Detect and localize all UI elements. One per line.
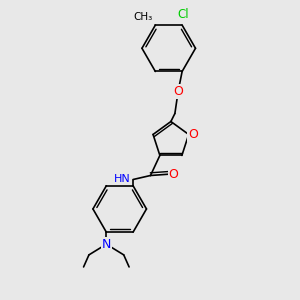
Text: HN: HN <box>114 174 130 184</box>
Text: N: N <box>102 238 111 251</box>
Text: O: O <box>188 128 198 141</box>
Text: O: O <box>173 85 183 98</box>
Text: O: O <box>168 168 178 181</box>
Text: CH₃: CH₃ <box>134 12 153 22</box>
Text: Cl: Cl <box>178 8 189 21</box>
